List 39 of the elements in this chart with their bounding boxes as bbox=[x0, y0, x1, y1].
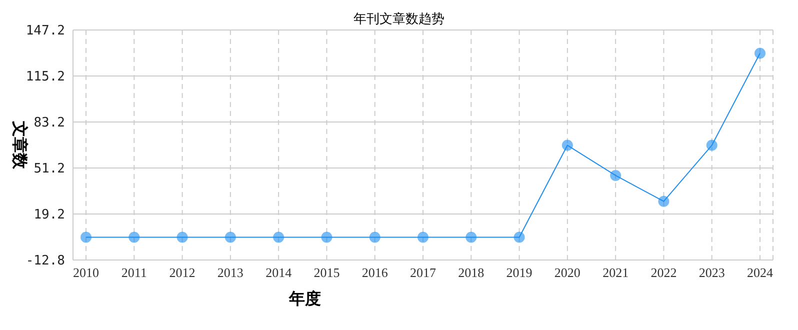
point bbox=[80, 232, 92, 243]
point bbox=[224, 232, 236, 243]
y-axis-title: 文章数 bbox=[10, 120, 28, 170]
point bbox=[128, 232, 140, 243]
point bbox=[418, 232, 428, 243]
x-tick-label: 2017 bbox=[410, 265, 436, 280]
y-tick-label: 147.2 bbox=[26, 24, 65, 39]
y-tick-label: 83.2 bbox=[34, 116, 65, 131]
x-tick-label: 2014 bbox=[266, 265, 292, 280]
x-tick-label: 2019 bbox=[506, 265, 532, 280]
x-tick-label: 2016 bbox=[362, 265, 388, 280]
y-tick-label: 51.2 bbox=[34, 162, 65, 177]
point bbox=[706, 140, 718, 151]
point bbox=[273, 232, 284, 243]
point bbox=[321, 232, 332, 243]
x-tick-label: 2015 bbox=[314, 265, 340, 280]
x-tick-label: 2011 bbox=[121, 265, 147, 280]
x-tick-label: 2018 bbox=[458, 265, 484, 280]
x-tick-label: 2012 bbox=[169, 265, 196, 280]
y-tick-label: -12.8 bbox=[26, 254, 65, 269]
chart-title: 年刊文章数趋势 bbox=[354, 11, 444, 26]
point bbox=[176, 232, 188, 243]
point bbox=[658, 196, 670, 207]
point bbox=[514, 232, 525, 243]
x-tick-label: 2024 bbox=[747, 265, 774, 280]
point bbox=[562, 140, 573, 151]
x-tick-label: 2010 bbox=[73, 265, 99, 280]
x-tick-label: 2020 bbox=[554, 265, 580, 280]
point bbox=[754, 48, 766, 59]
point bbox=[369, 232, 380, 243]
x-tick-label: 2013 bbox=[217, 265, 244, 280]
point bbox=[610, 170, 622, 181]
y-tick-label: 19.2 bbox=[34, 208, 65, 223]
x-tick-label: 2023 bbox=[698, 265, 725, 280]
point bbox=[466, 232, 477, 243]
x-tick-label: 2022 bbox=[650, 265, 677, 280]
x-axis-title: 年度 bbox=[288, 289, 321, 308]
x-tick-label: 2021 bbox=[602, 265, 629, 280]
y-tick-label: 115.2 bbox=[26, 70, 65, 85]
